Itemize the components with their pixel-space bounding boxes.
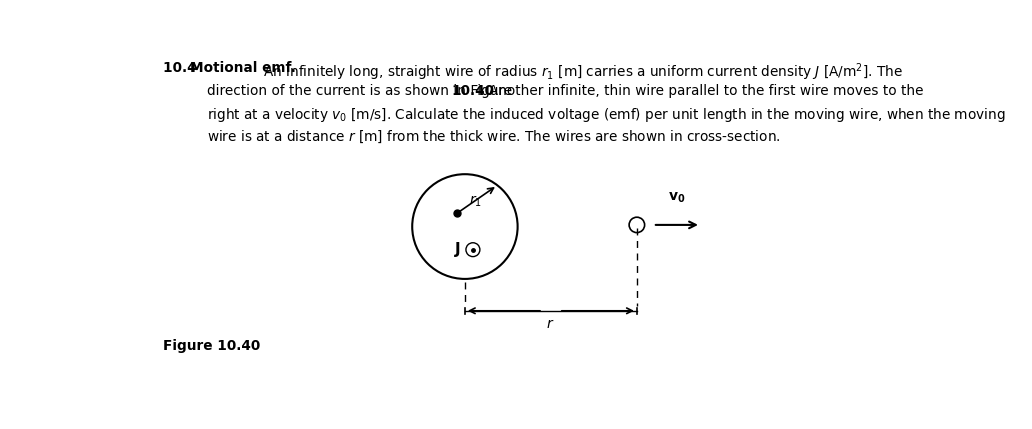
Text: $\mathbf{v}_\mathbf{0}$: $\mathbf{v}_\mathbf{0}$: [668, 190, 685, 205]
Text: Motional emf.: Motional emf.: [190, 61, 295, 76]
Text: Figure 10.40: Figure 10.40: [163, 339, 261, 353]
Text: . Another infinite, thin wire parallel to the first wire moves to the: . Another infinite, thin wire parallel t…: [480, 84, 924, 98]
Text: $r$: $r$: [546, 317, 555, 331]
Text: wire is at a distance $r$ [m] from the thick wire. The wires are shown in cross-: wire is at a distance $r$ [m] from the t…: [207, 129, 781, 145]
Text: $\mathbf{J}$: $\mathbf{J}$: [454, 240, 461, 259]
Text: direction of the current is as shown in Figure: direction of the current is as shown in …: [207, 84, 517, 98]
Text: An infinitely long, straight wire of radius $r_1$ [m] carries a uniform current : An infinitely long, straight wire of rad…: [259, 61, 903, 83]
Text: right at a velocity $v_0$ [m/s]. Calculate the induced voltage (emf) per unit le: right at a velocity $v_0$ [m/s]. Calcula…: [207, 106, 1006, 124]
Text: $r_1$: $r_1$: [469, 194, 482, 209]
Text: 10.4: 10.4: [163, 61, 202, 76]
Text: 10.40: 10.40: [451, 84, 494, 98]
